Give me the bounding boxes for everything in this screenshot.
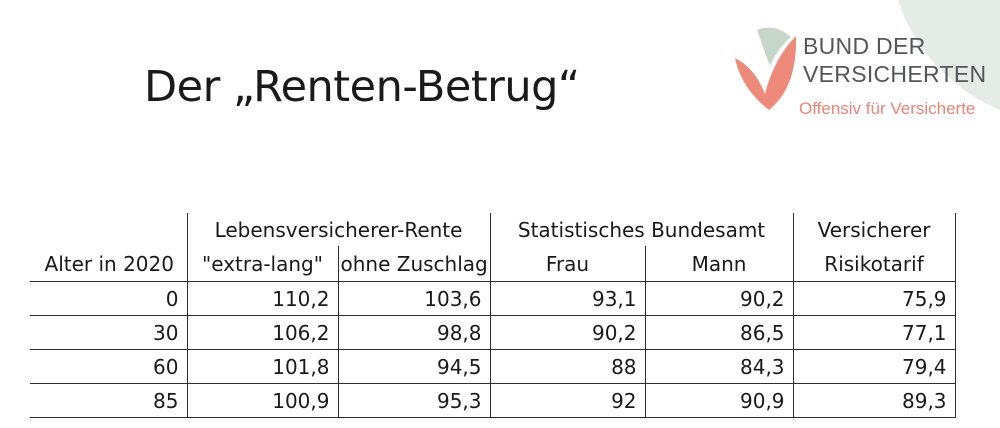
table-cell: 90,2	[490, 315, 646, 350]
table-row: 60 101,8 94,5 88 84,3 79,4	[30, 349, 956, 384]
group-header-versicherer: Versicherer	[793, 213, 956, 246]
table-cell: 94,5	[338, 349, 491, 384]
logo-name-line1: BUND DER	[803, 33, 926, 59]
table-cell: 90,2	[645, 281, 794, 316]
table-cell: 89,3	[793, 383, 956, 418]
page-title: Der „Renten-Betrug“	[144, 62, 580, 112]
table-cell: 75,9	[793, 281, 956, 316]
corner-decoration	[898, 0, 1000, 110]
table-cell: 98,8	[338, 315, 491, 350]
logo-name: BUND DER VERSICHERTEN	[803, 32, 986, 88]
group-header-lebensversicherer: Lebensversicherer-Rente	[187, 213, 491, 246]
table-cell: 92	[490, 383, 646, 418]
table-cell: 95,3	[338, 383, 491, 418]
table-cell: 86,5	[645, 315, 794, 350]
table-cell: 84,3	[645, 349, 794, 384]
col-header-alter: Alter in 2020	[30, 246, 188, 282]
bdv-logo-icon	[735, 27, 797, 110]
col-header-extra-lang: "extra-lang"	[187, 246, 339, 282]
table-cell: 79,4	[793, 349, 956, 384]
table-cell: 0	[30, 281, 188, 316]
renten-table: Lebensversicherer-Rente Statistisches Bu…	[30, 213, 956, 418]
table-row: 85 100,9 95,3 92 90,9 89,3	[30, 383, 956, 418]
table-cell: 60	[30, 349, 188, 384]
table-row: 0 110,2 103,6 93,1 90,2 75,9	[30, 281, 956, 316]
table-group-header-row: Lebensversicherer-Rente Statistisches Bu…	[30, 213, 956, 246]
logo-tagline: Offensiv für Versicherte	[799, 99, 976, 118]
table-cell: 103,6	[338, 281, 491, 316]
col-header-risikotarif: Risikotarif	[793, 246, 956, 282]
table-cell: 100,9	[187, 383, 339, 418]
table-cell: 106,2	[187, 315, 339, 350]
table-cell: 85	[30, 383, 188, 418]
table-cell: 101,8	[187, 349, 339, 384]
table-cell: 110,2	[187, 281, 339, 316]
table-cell: 88	[490, 349, 646, 384]
table-cell: 93,1	[490, 281, 646, 316]
table-cell: 90,9	[645, 383, 794, 418]
table-cell: 77,1	[793, 315, 956, 350]
logo-name-line2: VERSICHERTEN	[803, 61, 987, 87]
table-sub-header-row: Alter in 2020 "extra-lang" ohne Zuschlag…	[30, 246, 956, 282]
table-cell: 30	[30, 315, 188, 350]
table-corner-cell	[30, 213, 188, 246]
group-header-bundesamt: Statistisches Bundesamt	[490, 213, 794, 246]
col-header-mann: Mann	[645, 246, 794, 282]
table-row: 30 106,2 98,8 90,2 86,5 77,1	[30, 315, 956, 350]
col-header-frau: Frau	[490, 246, 646, 282]
col-header-ohne-zuschlag: ohne Zuschlag	[338, 246, 491, 282]
